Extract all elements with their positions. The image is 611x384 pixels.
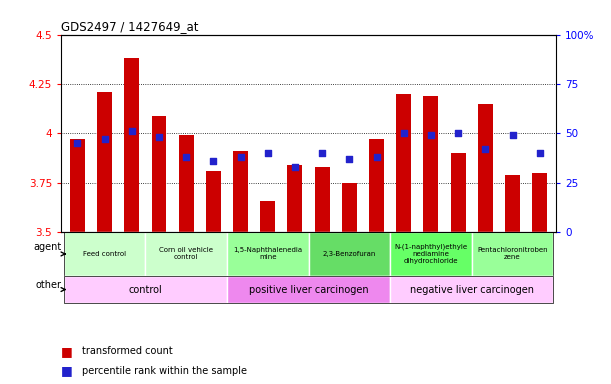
Bar <box>532 173 547 232</box>
Bar <box>451 153 466 232</box>
Text: Corn oil vehicle
control: Corn oil vehicle control <box>159 247 213 260</box>
Text: Feed control: Feed control <box>83 251 126 257</box>
Text: negative liver carcinogen: negative liver carcinogen <box>410 285 534 295</box>
Bar <box>288 165 302 232</box>
Point <box>453 130 463 136</box>
Bar <box>97 92 112 232</box>
Bar <box>423 96 439 232</box>
Bar <box>478 104 493 232</box>
Point <box>236 154 246 160</box>
Point <box>535 150 544 156</box>
Bar <box>206 171 221 232</box>
Bar <box>397 94 411 232</box>
Text: ■: ■ <box>61 364 73 377</box>
Text: positive liver carcinogen: positive liver carcinogen <box>249 285 368 295</box>
Text: control: control <box>128 285 163 295</box>
Point <box>426 132 436 138</box>
Point <box>345 156 354 162</box>
Bar <box>64 276 227 303</box>
Bar <box>64 232 145 276</box>
Text: agent: agent <box>33 242 61 252</box>
Text: ■: ■ <box>61 345 73 358</box>
Point <box>290 164 300 170</box>
Text: N-(1-naphthyl)ethyle
nediamine
dihydrochloride: N-(1-naphthyl)ethyle nediamine dihydroch… <box>394 244 467 264</box>
Bar <box>152 116 166 232</box>
Point <box>371 154 381 160</box>
Point <box>480 146 490 152</box>
Bar <box>390 232 472 276</box>
Bar <box>70 139 85 232</box>
Text: percentile rank within the sample: percentile rank within the sample <box>82 366 247 376</box>
Point <box>208 158 218 164</box>
Point <box>181 154 191 160</box>
Text: 2,3-Benzofuran: 2,3-Benzofuran <box>323 251 376 257</box>
Bar <box>227 276 390 303</box>
Bar <box>472 232 554 276</box>
Point <box>127 128 137 134</box>
Bar <box>260 200 275 232</box>
Bar <box>233 151 248 232</box>
Bar <box>309 232 390 276</box>
Bar <box>342 183 357 232</box>
Bar <box>124 58 139 232</box>
Text: Pentachloronitroben
zene: Pentachloronitroben zene <box>477 247 548 260</box>
Text: 1,5-Naphthalenedia
mine: 1,5-Naphthalenedia mine <box>233 247 302 260</box>
Bar <box>145 232 227 276</box>
Bar <box>505 175 520 232</box>
Point <box>508 132 518 138</box>
Point <box>399 130 409 136</box>
Bar <box>227 232 309 276</box>
Bar <box>178 136 194 232</box>
Point <box>317 150 327 156</box>
Text: GDS2497 / 1427649_at: GDS2497 / 1427649_at <box>61 20 199 33</box>
Bar <box>315 167 329 232</box>
Bar <box>390 276 554 303</box>
Point <box>73 140 82 146</box>
Bar <box>369 139 384 232</box>
Point <box>154 134 164 141</box>
Text: other: other <box>35 280 61 290</box>
Text: transformed count: transformed count <box>82 346 174 356</box>
Point <box>100 136 109 142</box>
Point <box>263 150 273 156</box>
